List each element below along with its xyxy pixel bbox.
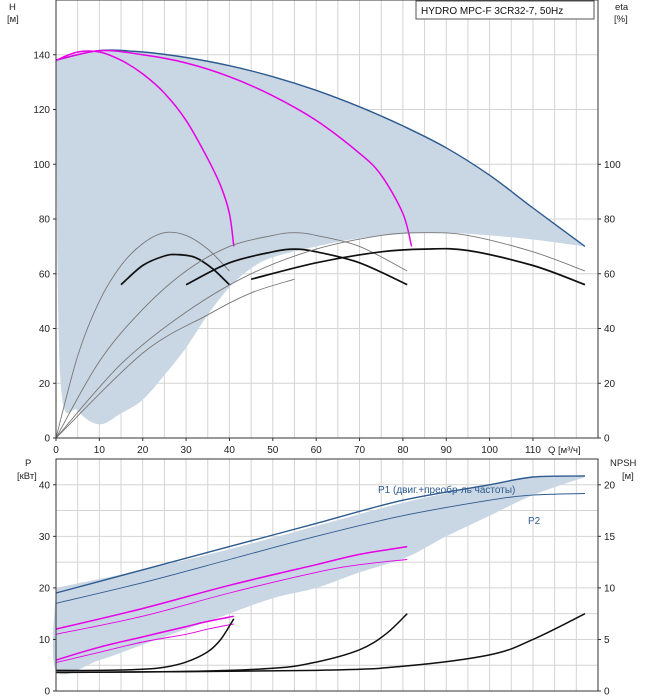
top-series-head-2pumps [55,49,413,247]
top-series-eta-3-bold [250,247,586,286]
bottom-series-npsh-1 [55,618,235,672]
bottom-envelope-area [52,476,586,675]
x-tick-label: 60 [311,445,323,456]
top-series-eta-1-bold [120,253,230,286]
bottom-right-tick-label: 5 [604,635,610,646]
top-left-tick-label: 120 [33,105,50,116]
bottom-envelope [52,476,586,675]
bottom-series-p1-1pump [55,615,234,661]
top-right-tick-label: 60 [604,269,616,280]
top-envelope [56,50,585,425]
bottom-right-tick-label: 0 [604,687,610,698]
bottom-right-tick-label: 15 [604,532,616,543]
top-left-tick-label: 60 [39,269,51,280]
top-series-eta-2-bold [185,248,408,286]
top-left-label: H [9,2,16,13]
bottom-left-tick-label: 20 [39,583,51,594]
x-tick-label: 70 [354,445,366,456]
bottom-left-tick-label: 0 [44,687,50,698]
top-left-tick-label: 140 [33,50,50,61]
top-right-tick-label: 20 [604,379,616,390]
bottom-right-tick-label: 20 [604,480,616,491]
top-envelope-area [56,50,585,425]
top-curves [55,49,586,439]
bottom-series-p1-2pumps [55,545,408,630]
top-right-tick-label: 100 [604,160,621,171]
x-tick-label: 90 [441,445,453,456]
top-left-tick-label: 20 [39,379,51,390]
bottom-series-npsh-3 [55,613,586,674]
bottom-left-tick-label: 40 [39,480,51,491]
bottom-plot-frame [55,458,599,692]
top-series-eta-2-thin [55,232,408,439]
bottom-series-p2-2pumps [55,559,408,635]
bottom-series-p2-1pump [55,623,234,664]
bottom-right-tick-label: 10 [604,583,616,594]
x-tick-label: 50 [267,445,279,456]
top-right-tick-label: 80 [604,215,616,226]
bottom-right-label: NPSH [610,458,637,469]
x-tick-label: 100 [481,445,498,456]
bottom-left-label: P [25,458,31,469]
top-left-tick-label: 40 [39,324,51,335]
x-tick-label: 40 [224,445,236,456]
bottom-right-unit: [м] [622,471,634,482]
top-left-tick-label: 80 [39,215,51,226]
top-left-tick-label: 0 [44,434,50,445]
x-tick-label: 80 [397,445,409,456]
top-right-tick-label: 0 [604,434,610,445]
x-tick-label: 30 [181,445,193,456]
top-right-tick-label: 40 [604,324,616,335]
top-series-eta-4-thin [55,278,295,439]
bottom-series-p2-full [55,493,586,604]
top-right-unit: [%] [614,14,628,25]
bottom-left-tick-label: 30 [39,532,51,543]
top-series-eta-3-thin [55,232,586,439]
top-series-head-full [55,49,586,247]
bottom-left-unit: [кВт] [17,471,37,482]
top-plot-frame [55,0,599,439]
x-tick-label: 110 [525,445,541,456]
p2-series-label: P2 [528,516,541,527]
bottom-left-tick-label: 10 [39,635,51,646]
top-left-unit: [м] [7,14,19,25]
bottom-curves [55,475,586,674]
legend-text: HYDRO MPC-F 3CR32-7, 50Hz [421,6,563,17]
top-series-eta-1-thin [55,231,230,439]
p1-series-label: P1 (двиг.+преобр-ль частоты) [378,484,515,496]
x-tick-label: 20 [137,445,149,456]
top-right-label: eta [615,2,629,13]
legend-box [415,0,595,20]
top-left-tick-label: 100 [33,160,50,171]
top-ticks: 0 10 20 30 40 50 60 70 80 90 100 110 0 20 40 60 80 100 120… [33,50,621,456]
x-tick-label: 0 [53,445,59,456]
bottom-series-p1-full [55,475,586,594]
x-axis-label: Q [м³/ч] [548,445,581,456]
x-tick-label: 10 [94,445,106,456]
